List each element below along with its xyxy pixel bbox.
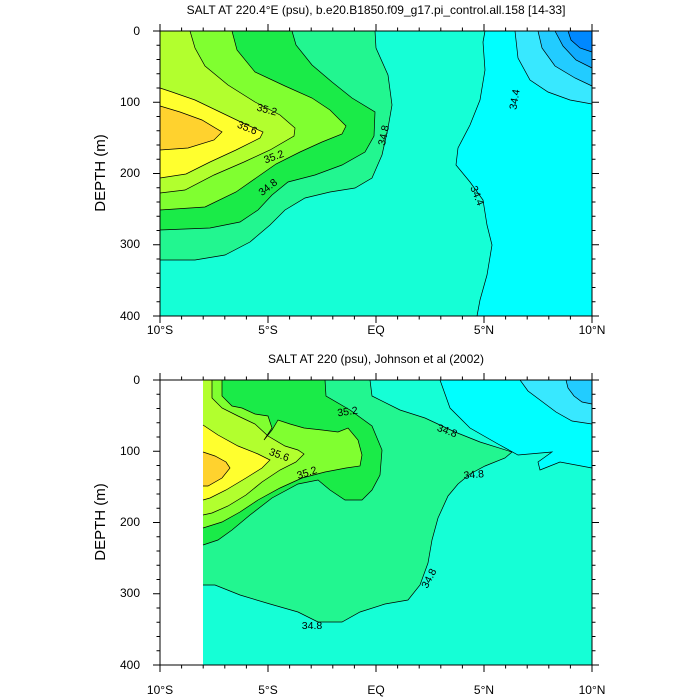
y-tick-label: 0 xyxy=(133,24,140,38)
x-tick-label: 5°N xyxy=(474,323,494,337)
y-tick-label: 300 xyxy=(120,237,140,251)
y-tick-label: 200 xyxy=(120,515,140,529)
bottom-axis-ticks xyxy=(153,373,599,672)
top-title: SALT AT 220.4°E (psu), b.e20.B1850.f09_g… xyxy=(187,3,566,17)
top-region-33-6 xyxy=(568,31,592,52)
top-panel: SALT AT 220.4°E (psu), b.e20.B1850.f09_g… xyxy=(92,3,605,337)
bottom-plot-area: 35.2 34.8 35.6 35.2 34.8 34.8 34.8 xyxy=(159,379,593,666)
top-plot-area: 35.6 35.2 35.2 34.8 34.8 34.4 34.4 xyxy=(159,30,593,317)
bottom-region-35-6 xyxy=(203,425,270,500)
x-tick-label: 10°N xyxy=(579,323,606,337)
contour-label: 34.8 xyxy=(463,468,485,482)
y-tick-label: 100 xyxy=(120,95,140,109)
y-tick-label: 300 xyxy=(120,586,140,600)
y-tick-label: 400 xyxy=(120,309,140,323)
y-tick-label: 200 xyxy=(120,166,140,180)
contour-label: 35.2 xyxy=(337,405,359,420)
top-x-axis: 10°S 5°S EQ 5°N 10°N xyxy=(147,323,605,337)
y-tick-label: 0 xyxy=(133,373,140,387)
x-tick-label: 10°S xyxy=(147,323,173,337)
x-tick-label: 10°S xyxy=(147,683,173,697)
contour-label: 34.4 xyxy=(507,88,522,110)
top-region-35-8 xyxy=(160,106,222,150)
x-tick-label: 5°S xyxy=(258,323,277,337)
x-tick-label: 5°N xyxy=(474,683,494,697)
bottom-region-34-0 xyxy=(566,380,592,404)
y-tick-label: 400 xyxy=(120,658,140,672)
y-tick-label: 100 xyxy=(120,444,140,458)
bottom-panel: SALT AT 220 (psu), Johnson et al (2002) xyxy=(92,352,605,697)
x-tick-label: EQ xyxy=(367,323,384,337)
contour-label: 34.8 xyxy=(302,620,323,632)
top-contour-lines xyxy=(159,30,593,317)
x-tick-label: EQ xyxy=(367,683,384,697)
x-tick-label: 5°S xyxy=(258,683,277,697)
bottom-y-axis-label: DEPTH (m) xyxy=(92,483,109,561)
bottom-x-axis: 10°S 5°S EQ 5°N 10°N xyxy=(147,683,605,697)
top-y-axis: DEPTH (m) 0 100 200 300 400 xyxy=(92,24,140,323)
x-tick-label: 10°N xyxy=(579,683,606,697)
contour-label: 35.2 xyxy=(255,102,278,119)
top-axis-ticks xyxy=(153,24,599,323)
top-y-axis-label: DEPTH (m) xyxy=(92,134,109,212)
contour-label: 34.8 xyxy=(376,124,392,147)
bottom-y-axis: DEPTH (m) 0 100 200 300 400 xyxy=(92,373,140,672)
bottom-title: SALT AT 220 (psu), Johnson et al (2002) xyxy=(268,352,484,366)
bottom-contour-lines xyxy=(202,379,593,623)
